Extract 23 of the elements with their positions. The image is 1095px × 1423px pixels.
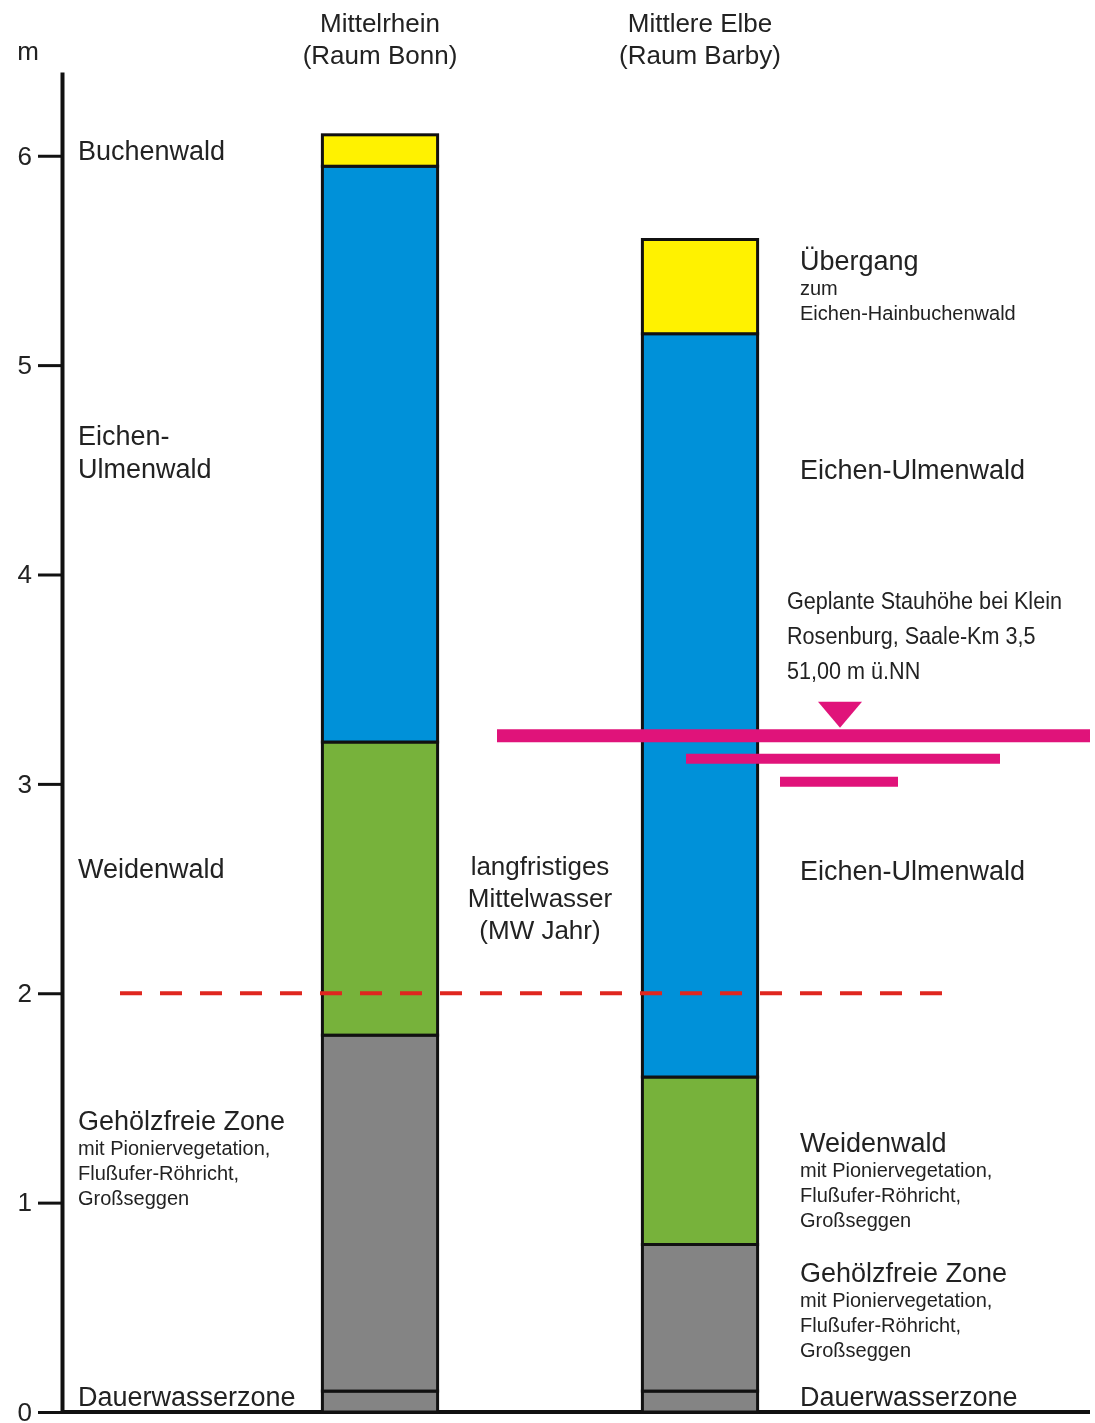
y-tick-label: 3 (17, 768, 32, 799)
annotation: Eichen-Ulmenwald (800, 855, 1026, 886)
annotation: Eichen-Ulmenwald (800, 454, 1026, 485)
y-tick-label: 0 (17, 1396, 32, 1423)
annotation: Übergang zum Eichen-Hainbuchenwald (800, 245, 1016, 324)
y-tick-label: 6 (17, 140, 32, 171)
ref-line-label: Geplante Stauhöhe bei Klein Rosenburg, Saale-Km 3,5 51,00 m ü.NN (787, 586, 1062, 684)
annotation: Gehölzfreie Zone mit Pioniervegetation, Flußufer-Röhricht, Großseggen (78, 1106, 286, 1209)
annotation: Dauerwasserzone (800, 1381, 1018, 1412)
annotation: Buchenwald (78, 135, 226, 166)
y-tick-label: 5 (17, 349, 32, 380)
annotation: Weidenwald mit Pioniervegetation, Flußufer-Röhricht, Großseggen (800, 1128, 993, 1231)
annotation: Eichen- Ulmenwald (78, 421, 212, 484)
ref-line-label: langfristiges Mittelwasser (MW Jahr) (467, 851, 613, 946)
y-axis-title: m (17, 36, 39, 66)
x-tick-label: Mittlere Elbe (Raum Barby) (619, 8, 781, 70)
x-tick-label: Mittelrhein (Raum Bonn) (302, 8, 458, 70)
annotation: Dauerwasserzone (78, 1381, 296, 1412)
annotation: Gehölzfreie Zone mit Pioniervegetation, Flußufer-Röhricht, Großseggen (800, 1258, 1008, 1361)
y-tick-label: 1 (17, 1187, 32, 1218)
y-tick-label: 4 (17, 559, 32, 590)
annotation: Weidenwald (78, 853, 225, 884)
y-tick-label: 2 (17, 978, 32, 1009)
